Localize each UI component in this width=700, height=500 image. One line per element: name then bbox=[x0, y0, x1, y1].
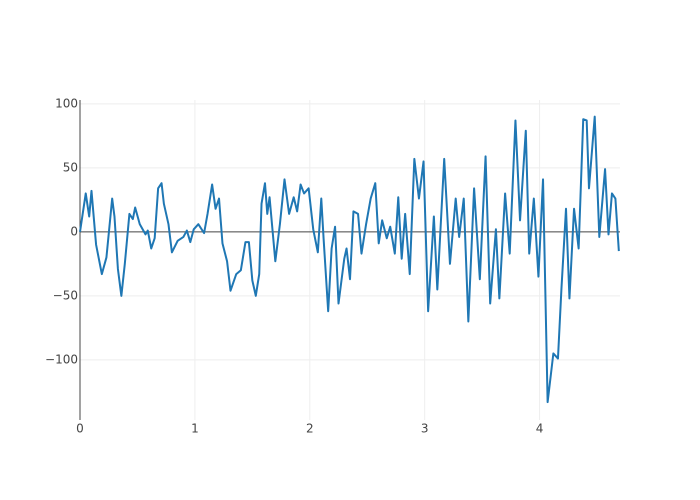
y-tick-label: 0 bbox=[70, 224, 78, 238]
y-tick-label: −50 bbox=[53, 288, 78, 302]
x-tick-label: 3 bbox=[421, 422, 429, 436]
y-tick-label: 100 bbox=[55, 96, 78, 110]
x-tick-label: 0 bbox=[76, 422, 84, 436]
x-tick-label: 1 bbox=[191, 422, 199, 436]
data-line bbox=[79, 115, 620, 404]
y-tick-label: −100 bbox=[45, 352, 78, 366]
y-tick-label: 50 bbox=[63, 160, 78, 174]
x-tick-label: 2 bbox=[306, 422, 314, 436]
x-tick-label: 4 bbox=[536, 422, 544, 436]
